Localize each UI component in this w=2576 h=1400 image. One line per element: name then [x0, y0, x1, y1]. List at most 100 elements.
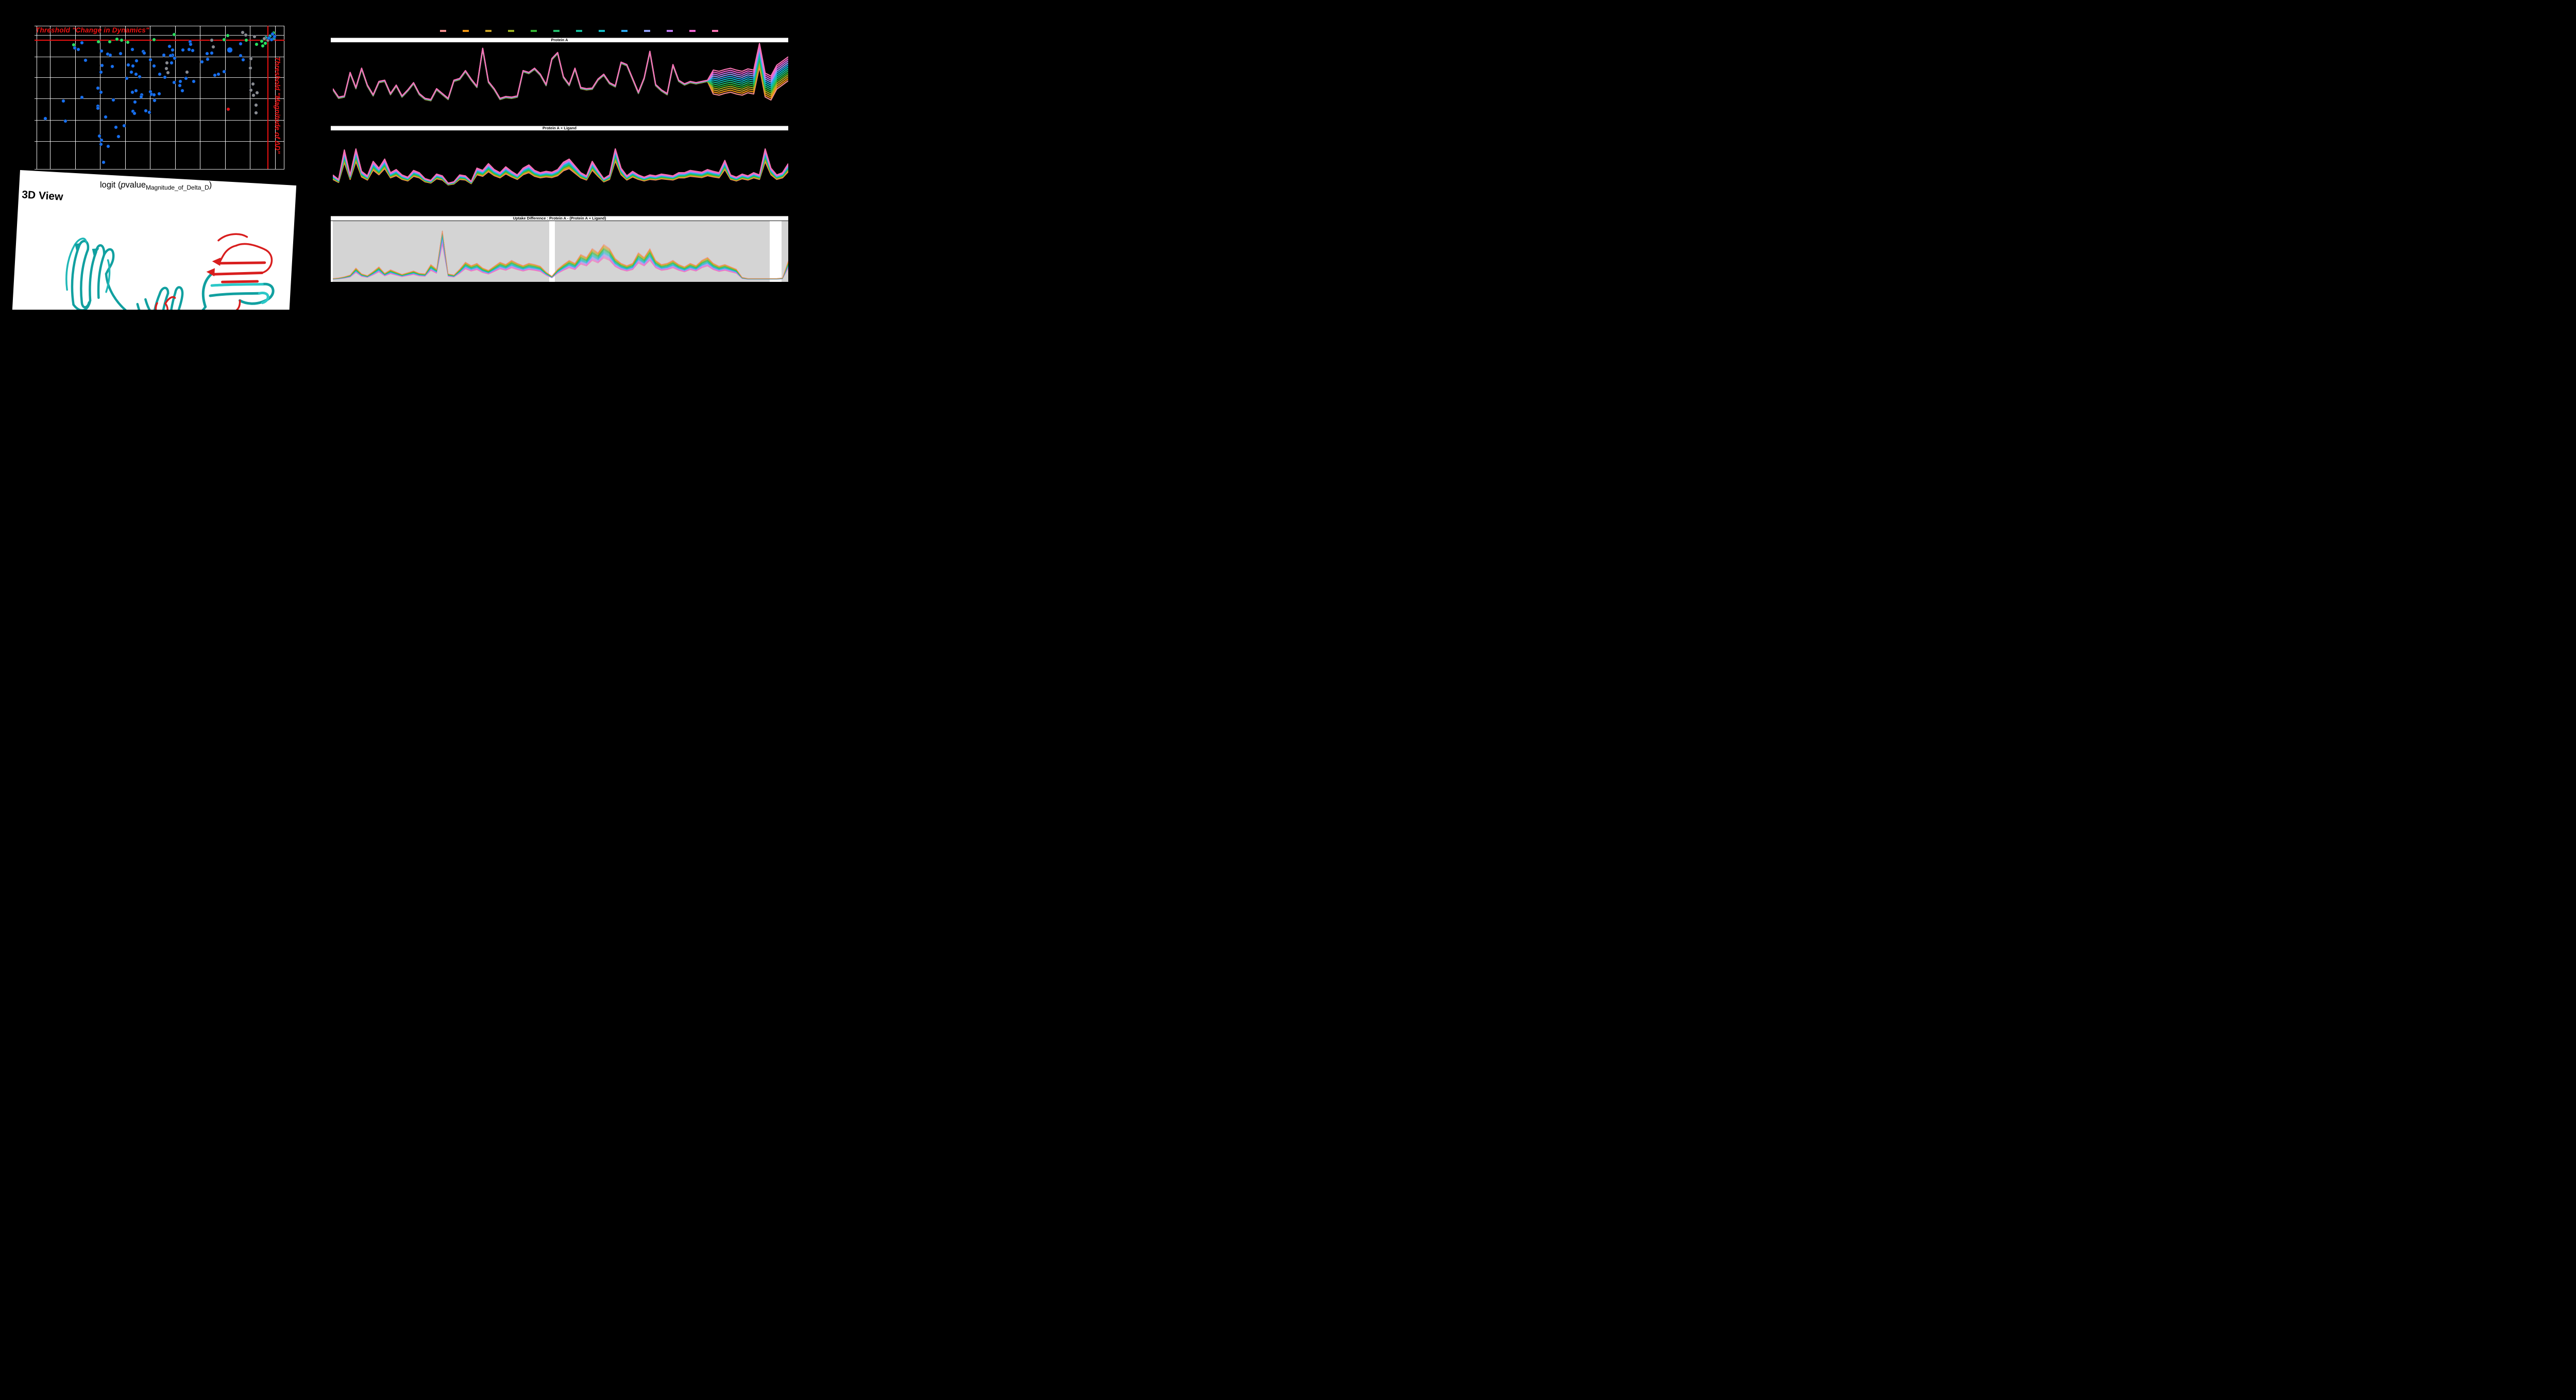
- scatter-point[interactable]: [165, 61, 169, 65]
- scatter-point[interactable]: [200, 60, 204, 64]
- legend-swatch[interactable]: [553, 30, 560, 32]
- scatter-point[interactable]: [96, 86, 100, 90]
- scatter-point[interactable]: [206, 57, 210, 61]
- scatter-point[interactable]: [99, 138, 104, 142]
- scatter-point[interactable]: [152, 93, 156, 97]
- scatter-point[interactable]: [139, 95, 143, 99]
- legend-swatch[interactable]: [485, 30, 492, 32]
- legend-swatch[interactable]: [644, 30, 650, 32]
- scatter-point[interactable]: [270, 32, 275, 36]
- legend-swatch[interactable]: [576, 30, 582, 32]
- scatter-point[interactable]: [249, 88, 253, 92]
- scatter-point[interactable]: [110, 64, 114, 69]
- scatter-point[interactable]: [99, 49, 104, 53]
- scatter-point[interactable]: [132, 111, 137, 115]
- scatter-point[interactable]: [131, 64, 135, 68]
- scatter-point[interactable]: [140, 93, 144, 97]
- scatter-point[interactable]: [172, 32, 176, 37]
- scatter-point[interactable]: [106, 144, 110, 148]
- scatter-point[interactable]: [101, 160, 106, 164]
- scatter-point[interactable]: [180, 89, 184, 93]
- scatter-point[interactable]: [152, 38, 156, 42]
- scatter-point[interactable]: [134, 59, 139, 63]
- scatter-point[interactable]: [213, 73, 217, 77]
- scatter-point[interactable]: [171, 48, 175, 52]
- scatter-point[interactable]: [73, 46, 77, 50]
- scatter-point[interactable]: [163, 75, 167, 79]
- scatter-point[interactable]: [227, 47, 232, 53]
- scatter-point[interactable]: [152, 64, 156, 68]
- scatter-point[interactable]: [114, 125, 118, 129]
- scatter-point[interactable]: [226, 33, 230, 38]
- scatter-point[interactable]: [272, 37, 276, 41]
- scatter-point[interactable]: [130, 47, 134, 52]
- scatter-point[interactable]: [189, 42, 193, 46]
- scatter-point[interactable]: [172, 80, 176, 85]
- scatter-point[interactable]: [72, 43, 76, 47]
- scatter-point[interactable]: [80, 95, 84, 99]
- scatter-point[interactable]: [157, 92, 161, 96]
- scatter-point[interactable]: [273, 35, 277, 39]
- scatter-point[interactable]: [133, 100, 137, 104]
- legend-swatch[interactable]: [667, 30, 673, 32]
- scatter-point[interactable]: [125, 76, 129, 80]
- scatter-point[interactable]: [134, 89, 138, 93]
- scatter-point[interactable]: [210, 38, 214, 42]
- scatter-point[interactable]: [248, 66, 252, 70]
- scatter-point[interactable]: [178, 83, 182, 88]
- scatter-point[interactable]: [43, 116, 47, 121]
- scatter-point[interactable]: [108, 40, 112, 44]
- scatter-point[interactable]: [261, 44, 265, 48]
- scatter-point[interactable]: [254, 111, 258, 115]
- scatter-point[interactable]: [210, 51, 214, 55]
- scatter-point[interactable]: [147, 110, 151, 114]
- scatter-point[interactable]: [120, 38, 124, 42]
- scatter-point[interactable]: [244, 38, 248, 42]
- legend-swatch[interactable]: [508, 30, 514, 32]
- uptake-chart-protein-a[interactable]: [333, 42, 788, 125]
- scatter-point[interactable]: [83, 58, 88, 62]
- scatter-point[interactable]: [111, 98, 115, 102]
- scatter-point[interactable]: [216, 72, 221, 76]
- scatter-point[interactable]: [130, 90, 134, 94]
- scatter-point[interactable]: [122, 124, 126, 128]
- scatter-point[interactable]: [61, 99, 65, 103]
- scatter-point[interactable]: [142, 51, 146, 55]
- scatter-point[interactable]: [99, 90, 103, 94]
- scatter-point[interactable]: [239, 54, 243, 58]
- scatter-point[interactable]: [152, 98, 157, 103]
- scatter-point[interactable]: [96, 104, 100, 108]
- scatter-point[interactable]: [96, 106, 100, 110]
- scatter-point[interactable]: [241, 30, 245, 35]
- scatter-point[interactable]: [63, 119, 67, 123]
- legend-swatch[interactable]: [621, 30, 628, 32]
- scatter-point[interactable]: [226, 107, 230, 111]
- scatter-point[interactable]: [173, 56, 177, 60]
- scatter-point[interactable]: [131, 109, 135, 113]
- scatter-point[interactable]: [170, 61, 174, 65]
- scatter-point[interactable]: [134, 72, 138, 76]
- scatter-point[interactable]: [108, 53, 112, 57]
- legend-swatch[interactable]: [531, 30, 537, 32]
- scatter-point[interactable]: [239, 42, 243, 46]
- scatter-point[interactable]: [187, 47, 191, 52]
- scatter-point[interactable]: [171, 53, 175, 57]
- scatter-point[interactable]: [262, 37, 266, 41]
- scatter-point[interactable]: [126, 63, 130, 67]
- legend-swatch[interactable]: [689, 30, 696, 32]
- scatter-point[interactable]: [100, 63, 104, 68]
- scatter-point[interactable]: [255, 91, 259, 95]
- legend-swatch[interactable]: [712, 30, 718, 32]
- legend-swatch[interactable]: [599, 30, 605, 32]
- scatter-point[interactable]: [244, 33, 248, 37]
- 3d-view-card[interactable]: 3D View: [7, 170, 297, 310]
- uptake-difference-chart[interactable]: [333, 221, 788, 282]
- scatter-point[interactable]: [126, 40, 130, 44]
- scatter-point[interactable]: [76, 47, 80, 52]
- legend-swatch[interactable]: [440, 30, 446, 32]
- scatter-point[interactable]: [205, 52, 209, 56]
- scatter-point[interactable]: [116, 134, 121, 139]
- scatter-point[interactable]: [106, 52, 110, 56]
- scatter-point[interactable]: [99, 70, 103, 74]
- scatter-point[interactable]: [269, 38, 274, 42]
